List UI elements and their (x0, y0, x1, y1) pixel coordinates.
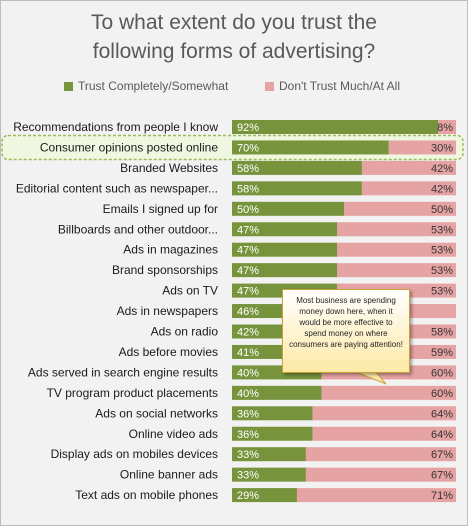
legend-label-trust: Trust Completely/Somewhat (78, 79, 229, 93)
bar-dont-trust (312, 426, 456, 441)
bar-trust (232, 263, 338, 278)
data-label-trust: 58% (237, 163, 259, 175)
chart-title-line-2: following forms of advertising? (92, 40, 376, 63)
data-label-trust: 50% (237, 204, 259, 216)
legend-item-dont-trust: Don't Trust Much/At All (265, 79, 400, 93)
category-label: Ads in newspapers (117, 304, 218, 318)
data-label-trust: 92% (237, 122, 259, 134)
data-label-dont-trust: 53% (431, 224, 453, 236)
category-label: Online video ads (129, 427, 218, 441)
data-label-trust: 42% (237, 327, 259, 339)
category-label: Display ads on mobiles devices (51, 447, 218, 461)
bar-dont-trust (312, 406, 456, 421)
category-label: Ads on social networks (95, 406, 218, 420)
bar-dont-trust (321, 385, 456, 400)
data-label-dont-trust: 71% (431, 490, 453, 502)
category-label: TV program product placements (47, 386, 218, 400)
data-label-dont-trust: 67% (431, 470, 453, 482)
data-label-dont-trust: 30% (431, 142, 453, 154)
bar-dont-trust (344, 201, 456, 216)
bar-trust (232, 385, 322, 400)
data-label-trust: 47% (237, 265, 259, 277)
bar-trust (232, 201, 344, 216)
data-label-dont-trust: 53% (431, 245, 453, 257)
bar-dont-trust (296, 488, 456, 503)
data-label-trust: 41% (237, 347, 259, 359)
data-label-dont-trust: 64% (431, 408, 453, 420)
bar-dont-trust (305, 447, 456, 462)
category-label: Text ads on mobile phones (75, 488, 218, 502)
chart-title: To what extent do you trust the followin… (0, 8, 468, 66)
legend-swatch-trust (64, 81, 73, 91)
bar-trust (232, 426, 313, 441)
bar-trust (232, 467, 306, 482)
data-label-trust: 36% (237, 408, 259, 420)
data-label-dont-trust: 58% (431, 327, 453, 339)
bar-trust (232, 140, 389, 155)
chart-title-line-1: To what extent do you trust the (90, 11, 377, 34)
category-label: Ads on radio (151, 325, 219, 339)
bar-dont-trust (361, 160, 456, 175)
category-label: Brand sponsorships (112, 263, 218, 277)
category-label: Billboards and other outdoor... (58, 222, 218, 236)
category-label: Online banner ads (120, 468, 218, 482)
category-label: Consumer opinions posted online (40, 140, 218, 154)
annotation-text: Most business are spending money down he… (289, 296, 403, 349)
data-label-trust: 47% (237, 245, 259, 257)
bar-dont-trust (438, 120, 456, 134)
legend-label-dont-trust: Don't Trust Much/At All (279, 79, 401, 93)
bar-trust (232, 120, 439, 134)
data-label-trust: 33% (237, 449, 259, 461)
category-label: Ads in magazines (123, 243, 218, 257)
legend-item-trust: Trust Completely/Somewhat (64, 79, 228, 93)
data-label-trust: 70% (237, 142, 259, 154)
data-label-trust: 47% (237, 286, 259, 298)
data-label-dont-trust: 64% (431, 429, 453, 441)
data-label-dont-trust: 50% (431, 204, 453, 216)
data-label-dont-trust: 53% (431, 265, 453, 277)
category-label: Ads before movies (119, 345, 218, 359)
category-label: Emails I signed up for (103, 202, 218, 216)
bar-trust (232, 406, 313, 421)
bar-dont-trust (305, 467, 456, 482)
data-label-trust: 33% (237, 470, 259, 482)
data-label-trust: 40% (237, 367, 259, 379)
bar-trust (232, 181, 362, 196)
data-label-trust: 58% (237, 183, 259, 195)
legend-swatch-dont-trust (265, 81, 274, 91)
category-label: Ads on TV (162, 284, 218, 298)
category-label: Ads served in search engine results (28, 365, 218, 379)
data-label-dont-trust: 59% (431, 347, 453, 359)
bar-trust (232, 160, 362, 175)
bar-dont-trust (337, 242, 456, 257)
data-label-dont-trust: 42% (431, 163, 453, 175)
bar-dont-trust (388, 140, 456, 155)
data-label-dont-trust: 53% (431, 286, 453, 298)
data-label-trust: 47% (237, 224, 259, 236)
category-label: Recommendations from people I know (13, 120, 218, 134)
bar-trust (232, 447, 306, 462)
bar-trust (232, 242, 338, 257)
category-label: Branded Websites (120, 161, 218, 175)
data-label-dont-trust: 60% (431, 367, 453, 379)
data-label-trust: 36% (237, 429, 259, 441)
data-label-trust: 46% (237, 306, 259, 318)
bar-dont-trust (337, 222, 456, 237)
bar-dont-trust (361, 181, 456, 196)
bar-trust (232, 222, 338, 237)
data-label-dont-trust: 60% (431, 388, 453, 400)
data-label-trust: 29% (237, 490, 259, 502)
category-label: Editorial content such as newspaper... (16, 181, 218, 195)
bar-dont-trust (337, 263, 456, 278)
annotation-callout: Most business are spending money down he… (282, 289, 410, 373)
bar-trust (232, 488, 297, 503)
data-label-dont-trust: 8% (437, 122, 453, 134)
data-label-dont-trust: 67% (431, 449, 453, 461)
data-label-trust: 40% (237, 388, 259, 400)
data-label-dont-trust: 42% (431, 183, 453, 195)
